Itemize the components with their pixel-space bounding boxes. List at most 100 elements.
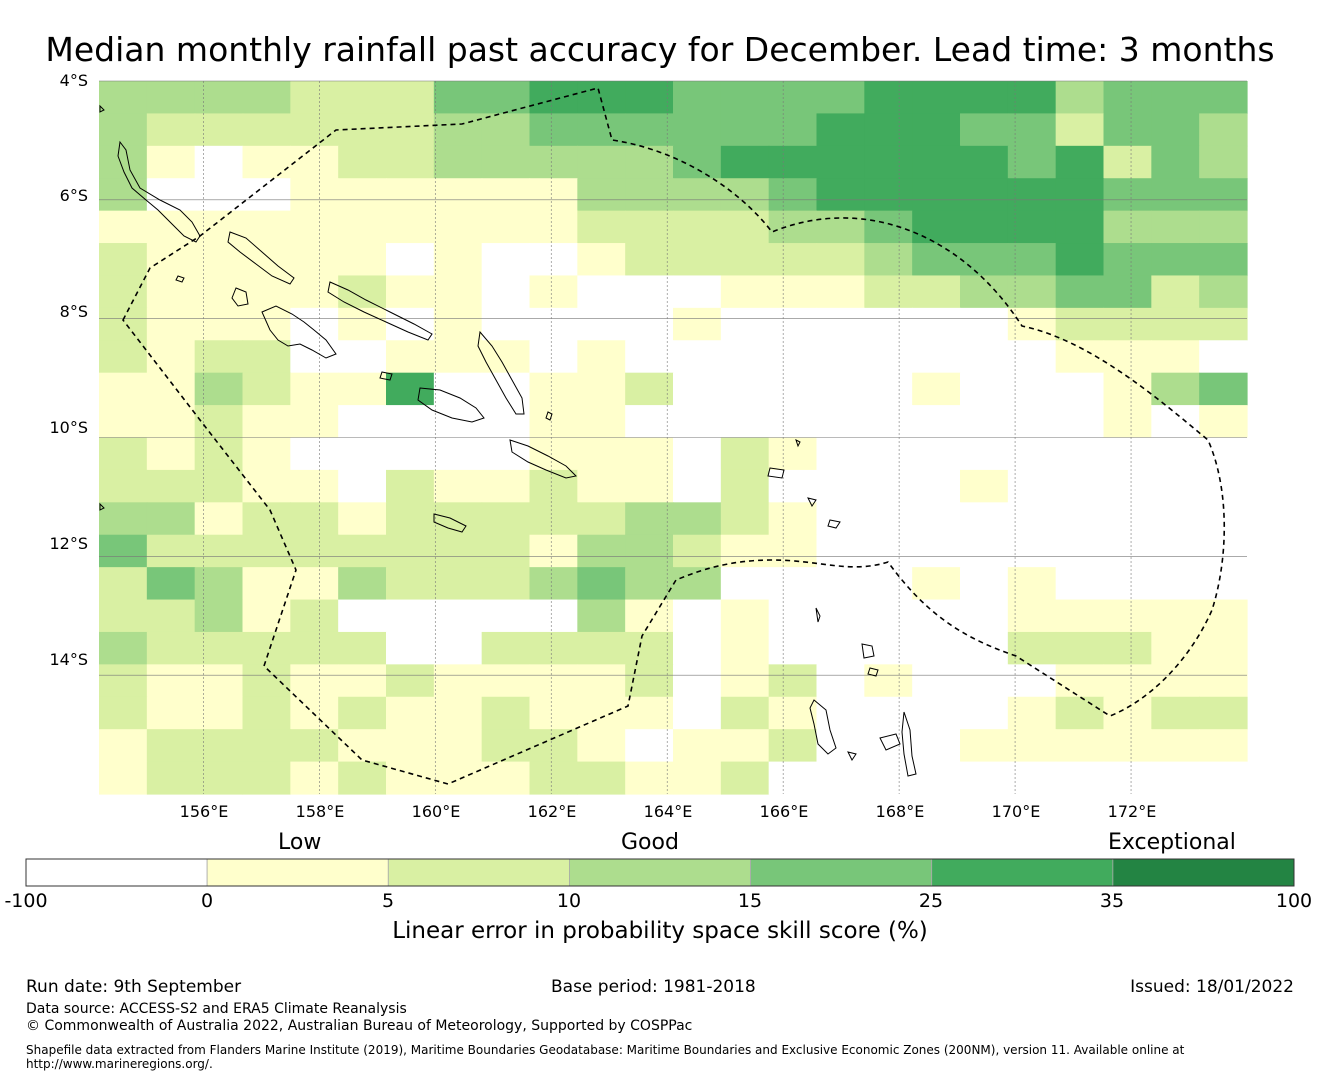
small-island [815, 607, 821, 623]
small-island [99, 502, 105, 511]
category-exceptional-label: Exceptional [1108, 830, 1236, 855]
grid-cell [577, 81, 626, 115]
lon-label-172e: 172°E [1107, 802, 1157, 821]
grid-cell [194, 567, 244, 601]
grid-cell [481, 210, 531, 244]
grid-cell [625, 469, 674, 503]
grid-cell [194, 340, 244, 374]
colorbar-tick: -100 [4, 890, 48, 912]
grid-cell [386, 113, 435, 147]
grid-cell [338, 243, 387, 277]
grid-cell [816, 534, 865, 568]
grid-cell [577, 210, 626, 244]
grid-cell [864, 178, 913, 212]
grid-cell [864, 469, 913, 503]
grid-cell [242, 113, 291, 147]
skill-score-grid [99, 81, 1248, 795]
grid-cell [433, 599, 483, 633]
grid-cell [768, 761, 818, 795]
grid-cell [960, 696, 1009, 730]
grid-cell [242, 696, 291, 730]
grid-cell [768, 664, 818, 698]
grid-cell [99, 243, 148, 277]
lat-label-4s: 4°S [59, 71, 88, 90]
grid-cell [194, 696, 244, 730]
grid-cell [864, 210, 913, 244]
grid-cell [1199, 631, 1248, 665]
grid-cell [864, 113, 913, 147]
grid-cell [1007, 502, 1057, 536]
grid-cell [816, 405, 865, 439]
grid-cell [1103, 113, 1152, 147]
issued-date: Issued: 18/01/2022 [1130, 977, 1294, 997]
grid-cell [912, 437, 961, 471]
grid-cell [481, 307, 531, 341]
grid-cell [1007, 307, 1057, 341]
grid-cell [146, 664, 196, 698]
grid-cell [99, 275, 148, 309]
grid-cell [960, 145, 1009, 179]
grid-cell [673, 534, 722, 568]
grid-cell [768, 307, 818, 341]
grid-cell [1151, 405, 1200, 439]
grid-cell [433, 664, 483, 698]
grid-cell [960, 664, 1009, 698]
grid-cell [1151, 340, 1200, 374]
grid-cell [768, 469, 818, 503]
grid-cell [481, 405, 531, 439]
grid-cell [290, 145, 339, 179]
grid-cell [625, 372, 674, 406]
grid-cell [720, 275, 770, 309]
lon-label-168e: 168°E [875, 802, 925, 821]
grid-cell [864, 664, 913, 698]
grid-cell [912, 534, 961, 568]
grid-cell [1103, 340, 1152, 374]
grid-cell [960, 275, 1009, 309]
grid-cell [1007, 437, 1057, 471]
grid-cell [146, 469, 196, 503]
grid-cell [864, 340, 913, 374]
grid-cell [1199, 307, 1248, 341]
small-island [795, 439, 801, 448]
grid-cell [912, 729, 961, 763]
grid-cell [481, 761, 531, 795]
grid-cell [290, 178, 339, 212]
grid-cell [1007, 81, 1057, 115]
grid-cell [625, 729, 674, 763]
grid-cell [673, 599, 722, 633]
grid-cell [864, 437, 913, 471]
grid-cell [1055, 599, 1105, 633]
grid-cell [673, 437, 722, 471]
small-island [847, 751, 857, 761]
grid-cell [146, 210, 196, 244]
grid-cell [338, 275, 387, 309]
grid-cell [768, 275, 818, 309]
colorbar-tick: 10 [556, 890, 582, 912]
grid-cell [912, 340, 961, 374]
grid-cell [1103, 243, 1152, 277]
grid-cell [290, 696, 339, 730]
grid-cell [481, 243, 531, 277]
grid-cell [768, 340, 818, 374]
grid-cell [1055, 178, 1105, 212]
grid-cell [960, 113, 1009, 147]
grid-cell [1151, 210, 1200, 244]
grid-cell [146, 599, 196, 633]
grid-cell [1055, 372, 1105, 406]
grid-cell [577, 113, 626, 147]
grid-cell [386, 599, 435, 633]
grid-cell [816, 567, 865, 601]
grid-cell [960, 372, 1009, 406]
grid-cell [242, 567, 291, 601]
grid-cell [864, 761, 913, 795]
grid-cell [768, 210, 818, 244]
grid-cell [242, 307, 291, 341]
grid-cell [864, 81, 913, 115]
grid-cell [625, 307, 674, 341]
grid-cell [1007, 664, 1057, 698]
grid-cell [577, 340, 626, 374]
grid-cell [290, 81, 339, 115]
grid-cell [242, 372, 291, 406]
grid-cell [1007, 145, 1057, 179]
grid-cell [338, 631, 387, 665]
